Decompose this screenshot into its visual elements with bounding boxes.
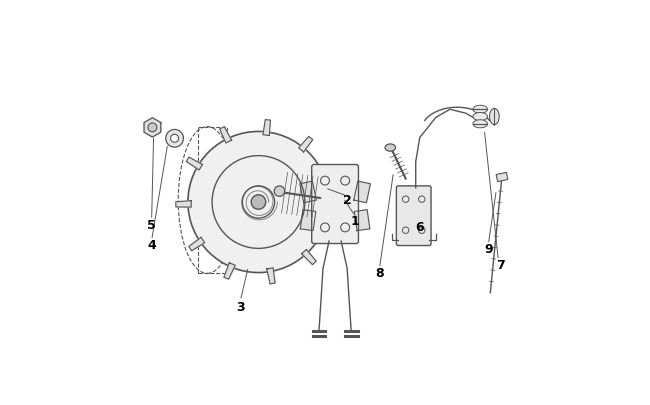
Polygon shape bbox=[302, 250, 317, 265]
Ellipse shape bbox=[473, 113, 488, 121]
Text: 1: 1 bbox=[351, 214, 359, 227]
Polygon shape bbox=[354, 210, 370, 231]
Polygon shape bbox=[298, 137, 313, 153]
Polygon shape bbox=[263, 120, 270, 136]
Ellipse shape bbox=[473, 120, 488, 128]
Polygon shape bbox=[300, 210, 316, 231]
Polygon shape bbox=[176, 201, 191, 208]
Polygon shape bbox=[266, 268, 275, 284]
Polygon shape bbox=[187, 158, 202, 171]
Circle shape bbox=[170, 135, 179, 143]
Polygon shape bbox=[224, 263, 235, 279]
Polygon shape bbox=[322, 175, 338, 185]
Text: 8: 8 bbox=[375, 266, 383, 279]
Polygon shape bbox=[323, 216, 339, 226]
Circle shape bbox=[274, 186, 285, 197]
Polygon shape bbox=[188, 238, 205, 251]
Text: 3: 3 bbox=[236, 301, 244, 313]
Circle shape bbox=[166, 130, 183, 148]
Ellipse shape bbox=[473, 106, 488, 114]
Circle shape bbox=[251, 195, 266, 210]
Polygon shape bbox=[300, 182, 317, 203]
Polygon shape bbox=[220, 127, 231, 144]
Circle shape bbox=[188, 132, 329, 273]
Ellipse shape bbox=[385, 145, 396, 152]
Polygon shape bbox=[354, 182, 370, 203]
Text: 5: 5 bbox=[148, 218, 156, 231]
Ellipse shape bbox=[489, 109, 499, 125]
Text: 4: 4 bbox=[148, 238, 156, 251]
FancyBboxPatch shape bbox=[496, 173, 508, 182]
Polygon shape bbox=[144, 118, 161, 138]
FancyBboxPatch shape bbox=[396, 186, 431, 246]
Text: 6: 6 bbox=[415, 220, 424, 233]
Text: 9: 9 bbox=[484, 242, 493, 255]
Text: 2: 2 bbox=[343, 194, 352, 207]
Circle shape bbox=[148, 124, 157, 132]
Text: 7: 7 bbox=[496, 258, 505, 271]
FancyBboxPatch shape bbox=[312, 165, 358, 244]
